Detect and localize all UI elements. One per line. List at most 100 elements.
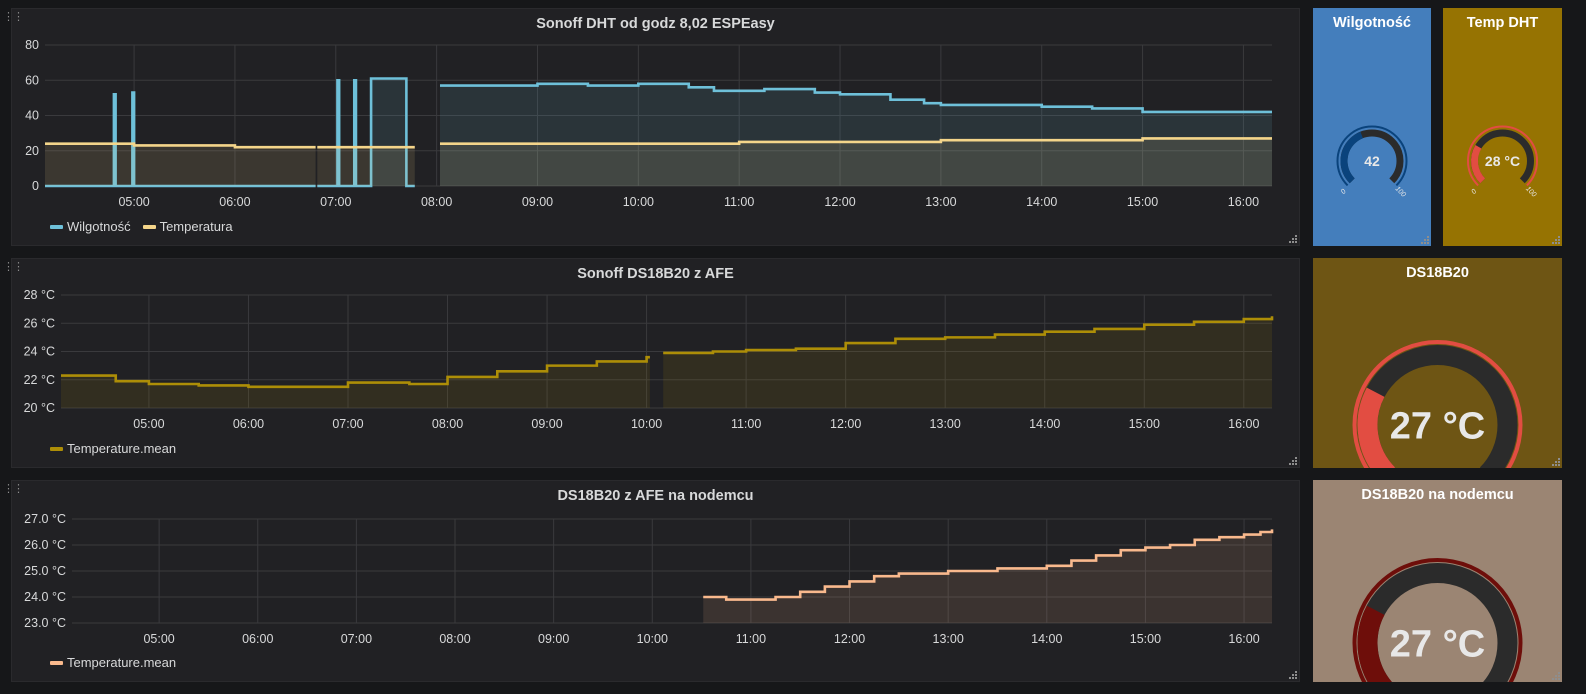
drag-handle-icon[interactable]: ⋮⋮ — [3, 11, 24, 23]
x-tick-label: 12:00 — [834, 632, 865, 646]
x-tick-label: 09:00 — [522, 195, 553, 209]
resize-handle-icon[interactable] — [1550, 670, 1560, 680]
gauge-panel-temp-dht[interactable]: Temp DHT 28 °C 0 100 — [1443, 8, 1562, 246]
drag-handle-icon[interactable]: ⋮⋮ — [3, 483, 24, 495]
x-tick-label: 15:00 — [1127, 195, 1158, 209]
x-tick-label: 07:00 — [320, 195, 351, 209]
x-tick-label: 16:00 — [1228, 417, 1259, 431]
x-tick-label: 08:00 — [439, 632, 470, 646]
series-area — [439, 83, 1272, 186]
y-tick-label: 22 °C — [24, 373, 55, 387]
series-line — [663, 316, 1274, 355]
resize-handle-icon[interactable] — [1550, 456, 1560, 466]
panel-title[interactable]: Temp DHT — [1466, 15, 1539, 31]
legend-swatch — [50, 224, 63, 229]
gauge-min-label: 0 — [1470, 188, 1478, 196]
series-line — [45, 91, 316, 188]
x-tick-label: 10:00 — [637, 632, 668, 646]
y-tick-label: 26 °C — [24, 316, 55, 330]
x-tick-label: 11:00 — [736, 632, 766, 646]
gauge-max-label: 100 — [1394, 185, 1407, 198]
x-tick-label: 13:00 — [933, 632, 964, 646]
gauge-value-arc — [1340, 131, 1364, 184]
legend-item-temperatura[interactable]: Temperatura — [142, 219, 233, 234]
y-tick-label: 20 — [25, 144, 39, 158]
series-line — [439, 137, 1272, 145]
series-line — [703, 529, 1274, 601]
series-line — [439, 82, 1272, 114]
gauge-value: 27 °C — [1390, 405, 1485, 447]
x-tick-label: 16:00 — [1228, 195, 1259, 209]
series-line — [61, 355, 650, 389]
legend-item-wilgotnosc[interactable]: Wilgotność — [50, 219, 131, 234]
resize-handle-icon[interactable] — [1287, 669, 1297, 679]
series-line — [45, 142, 316, 149]
panel-title[interactable]: DS18B20 — [1406, 265, 1469, 281]
panel-title[interactable]: DS18B20 z AFE na nodemcu — [557, 488, 754, 504]
series-area — [703, 529, 1272, 623]
series-area — [45, 143, 316, 186]
legend-item-temperature-mean[interactable]: Temperature.mean — [50, 655, 176, 670]
panel-dht-graph[interactable]: ⋮⋮ Sonoff DHT od godz 8,02 ESPEasy 0 20 40… — [3, 8, 1301, 247]
graph-ds18b20-nodemcu[interactable]: 23.0 °C 24.0 °C 25.0 °C 26.0 °C 27.0 °C 05:00… — [12, 481, 1301, 683]
x-tick-label: 12:00 — [830, 417, 861, 431]
y-tick-label: 60 — [25, 73, 39, 87]
x-tick-label: 09:00 — [531, 417, 562, 431]
legend-label: Temperatura — [159, 219, 233, 234]
x-tick-label: 13:00 — [930, 417, 961, 431]
legend-label: Temperature.mean — [67, 655, 177, 670]
x-tick-label: 11:00 — [724, 195, 754, 209]
panel-ds18b20-nodemcu-graph[interactable]: ⋮⋮ DS18B20 z AFE na nodemcu 23.0 °C 24.0 … — [3, 480, 1301, 683]
x-tick-label: 06:00 — [242, 632, 273, 646]
x-tick-label: 14:00 — [1026, 195, 1057, 209]
x-tick-label: 08:00 — [421, 195, 452, 209]
resize-handle-icon[interactable] — [1550, 234, 1560, 244]
legend-item-temperature-mean[interactable]: Temperature.mean — [50, 441, 176, 456]
gauge-panel-wilgotnosc[interactable]: Wilgotność 42 0 100 — [1313, 8, 1431, 246]
gauge-max-label: 100 — [1524, 185, 1537, 198]
legend: Temperature.mean — [50, 655, 176, 670]
drag-handle-icon[interactable]: ⋮⋮ — [3, 261, 24, 273]
graph-ds18b20-afe[interactable]: 20 °C 22 °C 24 °C 26 °C 28 °C 05:00 06:00 07:00… — [12, 259, 1301, 469]
legend: Temperature.mean — [50, 441, 176, 456]
y-tick-label: 24.0 °C — [24, 590, 66, 604]
gauge-threshold-ring — [1352, 558, 1523, 682]
series-area — [317, 147, 415, 186]
panel-title[interactable]: Wilgotność — [1332, 15, 1411, 31]
y-tick-label: 28 °C — [24, 288, 55, 302]
gauge-value: 42 — [1364, 153, 1380, 169]
panel-title[interactable]: Sonoff DS18B20 z AFE — [577, 266, 734, 282]
x-tick-label: 08:00 — [432, 417, 463, 431]
panel-title[interactable]: Sonoff DHT od godz 8,02 ESPEasy — [536, 16, 775, 32]
x-tick-label: 05:00 — [133, 417, 164, 431]
x-tick-label: 06:00 — [219, 195, 250, 209]
series-area — [317, 78, 415, 186]
panel-ds18b20-afe-graph[interactable]: ⋮⋮ Sonoff DS18B20 z AFE 20 °C 22 °C 24 °C 2… — [3, 258, 1301, 469]
gauge-temp-dht: 28 °C 0 100 — [1467, 125, 1538, 199]
gauge-threshold-ring — [1352, 340, 1523, 468]
x-tick-label: 10:00 — [623, 195, 654, 209]
x-tick-label: 14:00 — [1029, 417, 1060, 431]
series-area — [663, 316, 1272, 408]
graph-dht[interactable]: 0 20 40 60 80 05:00 06:00 07:00 08:00 09:00 10:00 1… — [12, 9, 1301, 247]
gauge-value: 27 °C — [1390, 623, 1485, 665]
legend: Wilgotność Temperatura — [50, 219, 233, 234]
x-tick-label: 14:00 — [1031, 632, 1062, 646]
y-tick-label: 27.0 °C — [24, 512, 66, 526]
gauge-value: 28 °C — [1485, 153, 1520, 169]
y-tick-label: 0 — [32, 179, 39, 193]
resize-handle-icon[interactable] — [1419, 234, 1429, 244]
y-tick-label: 26.0 °C — [24, 538, 66, 552]
x-tick-label: 11:00 — [731, 417, 761, 431]
resize-handle-icon[interactable] — [1287, 233, 1297, 243]
x-tick-label: 06:00 — [233, 417, 264, 431]
gauge-threshold-ring — [1467, 125, 1538, 187]
x-tick-label: 16:00 — [1228, 632, 1259, 646]
legend-swatch — [50, 446, 63, 451]
panel-title[interactable]: DS18B20 na nodemcu — [1361, 487, 1514, 503]
resize-handle-icon[interactable] — [1287, 455, 1297, 465]
